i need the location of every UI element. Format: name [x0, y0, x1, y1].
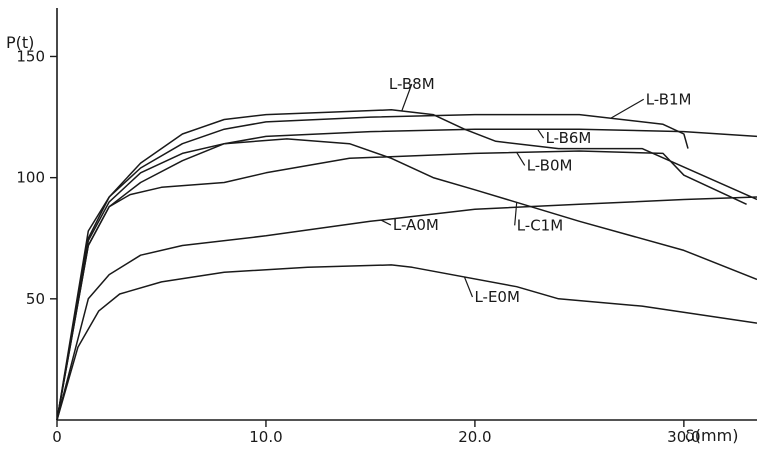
y-tick-label: 100 [16, 169, 45, 187]
series-layer [56, 109, 757, 421]
x-tick-label: 20.0 [458, 428, 491, 445]
leader-line [516, 152, 526, 166]
series-labels-layer: L-B8M L-B1M L-B6M L-B0M L-C1M L-A0M L-E0M [380, 75, 692, 306]
leader-line [380, 219, 392, 226]
x-tick-label: 30.0 [667, 428, 700, 445]
series-label: L-B6M [546, 129, 592, 147]
y-tick-label: 150 [16, 47, 45, 65]
series-line-l-e0m [56, 264, 757, 421]
leader-line [610, 98, 645, 119]
leader-line [537, 128, 545, 139]
series-line-l-b8m [56, 109, 757, 421]
leader-line [401, 83, 413, 112]
series-line-l-a0m [56, 196, 757, 421]
series-line-l-b0m [56, 150, 747, 421]
series-line-l-c1m [56, 138, 757, 421]
series-line-l-b6m [56, 128, 757, 421]
series-label: L-B1M [646, 90, 692, 108]
x-tick-label: 10.0 [249, 428, 282, 445]
y-axis-label: P(t) [6, 33, 34, 52]
y-tick-label: 50 [26, 290, 45, 308]
ticks-layer: 50 100 150 0 10.0 20.0 30.0 [16, 47, 700, 446]
series-line-l-b1m [56, 113, 689, 421]
series-label: L-B8M [389, 75, 435, 93]
x-axis-label: δ(mm) [685, 426, 738, 445]
series-label: L-E0M [474, 288, 519, 306]
leader-line [463, 276, 474, 298]
series-label: L-C1M [517, 216, 563, 234]
leader-line [514, 202, 518, 226]
series-label: L-B0M [527, 156, 573, 174]
x-tick-label: 0 [52, 428, 62, 445]
series-label: L-A0M [393, 216, 439, 234]
